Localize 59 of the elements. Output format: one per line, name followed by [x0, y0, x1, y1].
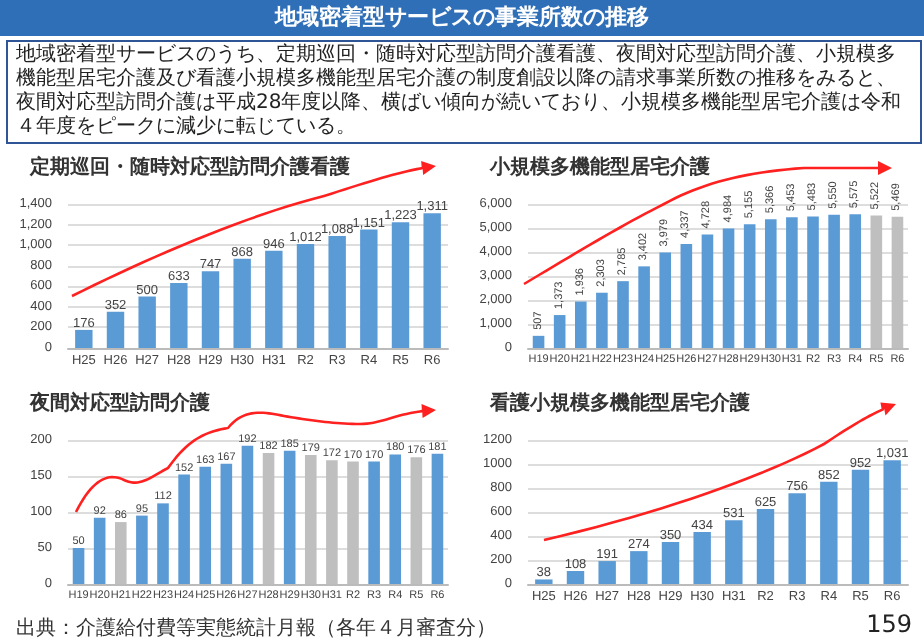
chart-title: 定期巡回・随時対応型訪問介護看護: [28, 155, 350, 179]
bar: [661, 542, 680, 584]
bar: [220, 463, 233, 584]
bar: [201, 271, 220, 348]
text: 地域密着型サービスの事業所数の推移: [0, 0, 924, 36]
bar: [743, 224, 756, 348]
bar: [828, 214, 840, 348]
bar: [638, 266, 650, 348]
chart-title: 小規模多機能型居宅介護: [488, 155, 710, 179]
bar: [328, 236, 346, 348]
bar: [722, 228, 735, 348]
bar: [630, 551, 648, 584]
bar: [170, 282, 188, 348]
bar: [265, 250, 283, 348]
bar: [178, 474, 190, 584]
bar: [851, 469, 870, 584]
bar: [807, 216, 819, 348]
bar: [93, 517, 106, 584]
bar: [391, 222, 410, 348]
bar: [849, 214, 862, 348]
bar: [617, 281, 629, 348]
bar: [532, 335, 545, 348]
bar: [75, 329, 93, 348]
bar: [786, 217, 798, 348]
bar: [157, 503, 169, 584]
bar: [788, 493, 806, 584]
bar: [820, 481, 838, 584]
bar: [389, 454, 402, 584]
bar: [423, 213, 441, 348]
source-note: 出典：介護給付費等実態統計月報（各年４月審査分）: [16, 615, 496, 640]
bar: [680, 243, 693, 348]
bar: [233, 258, 251, 348]
bar: [756, 509, 775, 584]
bar: [701, 234, 714, 348]
bar: [283, 450, 296, 584]
bar: [241, 445, 254, 584]
bar: [659, 252, 672, 348]
bar: [553, 315, 566, 348]
bar: [596, 292, 608, 348]
bar: [693, 531, 711, 584]
bar: [574, 301, 587, 348]
bar: [883, 460, 901, 584]
bar: [431, 453, 444, 584]
bar: [725, 520, 743, 584]
bar: [136, 515, 148, 584]
text: 159: [866, 610, 912, 638]
chart-title: 夜間対応型訪問介護: [28, 391, 210, 415]
bar: [72, 548, 85, 584]
bar: [296, 243, 315, 348]
bar: [360, 229, 378, 348]
bar: [199, 466, 212, 584]
bar: [764, 219, 777, 348]
bar: [138, 296, 156, 348]
text: 地域密着型サービスのうち、定期巡回・随時対応型訪問介護看護、夜間対応型訪問介護、小規模多機能型居宅介護及び看護小規模多機能型居宅介護の制度創設以降の請求事業所数の推移をみると、夜間対応型訪問介護は平成28年度以降、横ばい傾向が続いており、小規模多機能型居宅介護は令和４年度をピークに減少に転じている。: [6, 40, 922, 144]
bar: [566, 571, 585, 584]
chart-title: 看護小規模多機能型居宅介護: [488, 391, 750, 415]
bar: [106, 311, 125, 348]
bar: [598, 561, 616, 584]
bar: [368, 461, 380, 584]
